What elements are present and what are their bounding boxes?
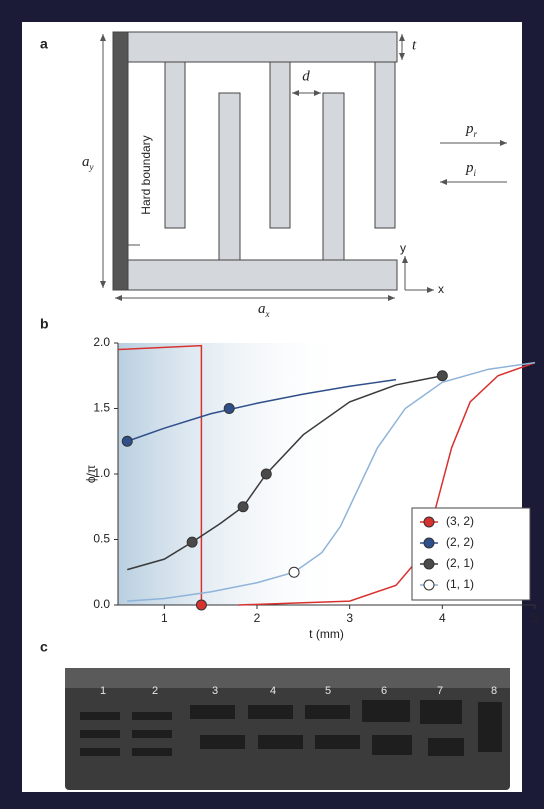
legend-label: (1, 1)	[446, 577, 474, 591]
data-point	[288, 566, 300, 578]
subscript: x	[265, 309, 270, 319]
series-line	[127, 361, 536, 602]
y-tick-label: 1.5	[93, 401, 110, 415]
data-point	[121, 435, 133, 447]
sample-number: 3	[212, 685, 218, 697]
legend-label: (2, 2)	[446, 535, 474, 549]
label: p	[465, 160, 474, 176]
legend-label: (2, 1)	[446, 556, 474, 570]
axis-y-label: y	[400, 241, 406, 255]
axis-x-label: x	[438, 282, 444, 296]
legend-marker	[423, 579, 435, 591]
y-axis-label: ϕ/π	[84, 465, 98, 483]
plot-shade	[118, 343, 348, 605]
subscript: i	[474, 168, 477, 178]
resonator-diagram	[112, 31, 398, 291]
data-point	[237, 501, 249, 513]
legend-label: (3, 2)	[446, 514, 474, 528]
x-tick-label: 4	[439, 611, 446, 625]
series-line	[117, 344, 203, 605]
x-tick-label: 1	[161, 611, 168, 625]
phase-chart: 0.0 0.5 1.0 1.5 2.0 1 2 3 4 5 t (mm) ϕ/π (3, 2) (2, 2…	[84, 335, 538, 641]
sample-number: 8	[491, 685, 497, 697]
sample-number: 5	[325, 685, 331, 697]
reflected-label: pr	[465, 121, 478, 139]
data-point	[260, 468, 272, 480]
data-point	[223, 403, 235, 414]
panel-label: b	[40, 316, 49, 332]
panel-label: a	[40, 36, 48, 52]
label: p	[465, 121, 474, 137]
label: a	[258, 301, 266, 317]
sample-number: 4	[270, 685, 276, 697]
series-line	[127, 378, 397, 442]
subscript: r	[474, 129, 478, 139]
sample-number: 7	[437, 685, 443, 697]
thickness-label: t	[412, 37, 417, 53]
label: a	[82, 154, 90, 170]
data-point	[195, 599, 207, 611]
height-label: ay	[82, 154, 94, 172]
legend-marker	[423, 558, 435, 570]
series-line	[127, 375, 443, 571]
y-tick-label: 1.0	[93, 466, 110, 480]
x-tick-label: 5	[532, 611, 539, 625]
series-line	[238, 361, 536, 606]
sample-numbers: 1 2 3 4 5 6 7 8	[100, 685, 497, 697]
sample-number: 6	[381, 685, 387, 697]
y-tick-label: 0.0	[93, 597, 110, 611]
y-tick-label: 2.0	[93, 335, 110, 349]
subscript: y	[89, 162, 94, 172]
x-tick-label: 2	[254, 611, 261, 625]
incident-label: pi	[465, 160, 477, 178]
y-tick-label: 0.5	[93, 532, 110, 546]
x-tick-label: 3	[346, 611, 353, 625]
data-point	[436, 370, 448, 382]
data-point	[186, 536, 198, 548]
gap-label: d	[302, 68, 310, 84]
legend-marker	[423, 516, 435, 528]
sample-photo	[65, 668, 510, 790]
sample-number: 2	[152, 685, 158, 697]
panel-label: c	[40, 639, 48, 655]
width-label: ax	[258, 301, 270, 319]
sample-number: 1	[100, 685, 106, 697]
dimension-arrows	[100, 34, 507, 301]
x-axis-label: t (mm)	[309, 627, 344, 641]
legend-marker	[423, 537, 435, 549]
boundary-label: Hard boundary	[139, 135, 153, 214]
